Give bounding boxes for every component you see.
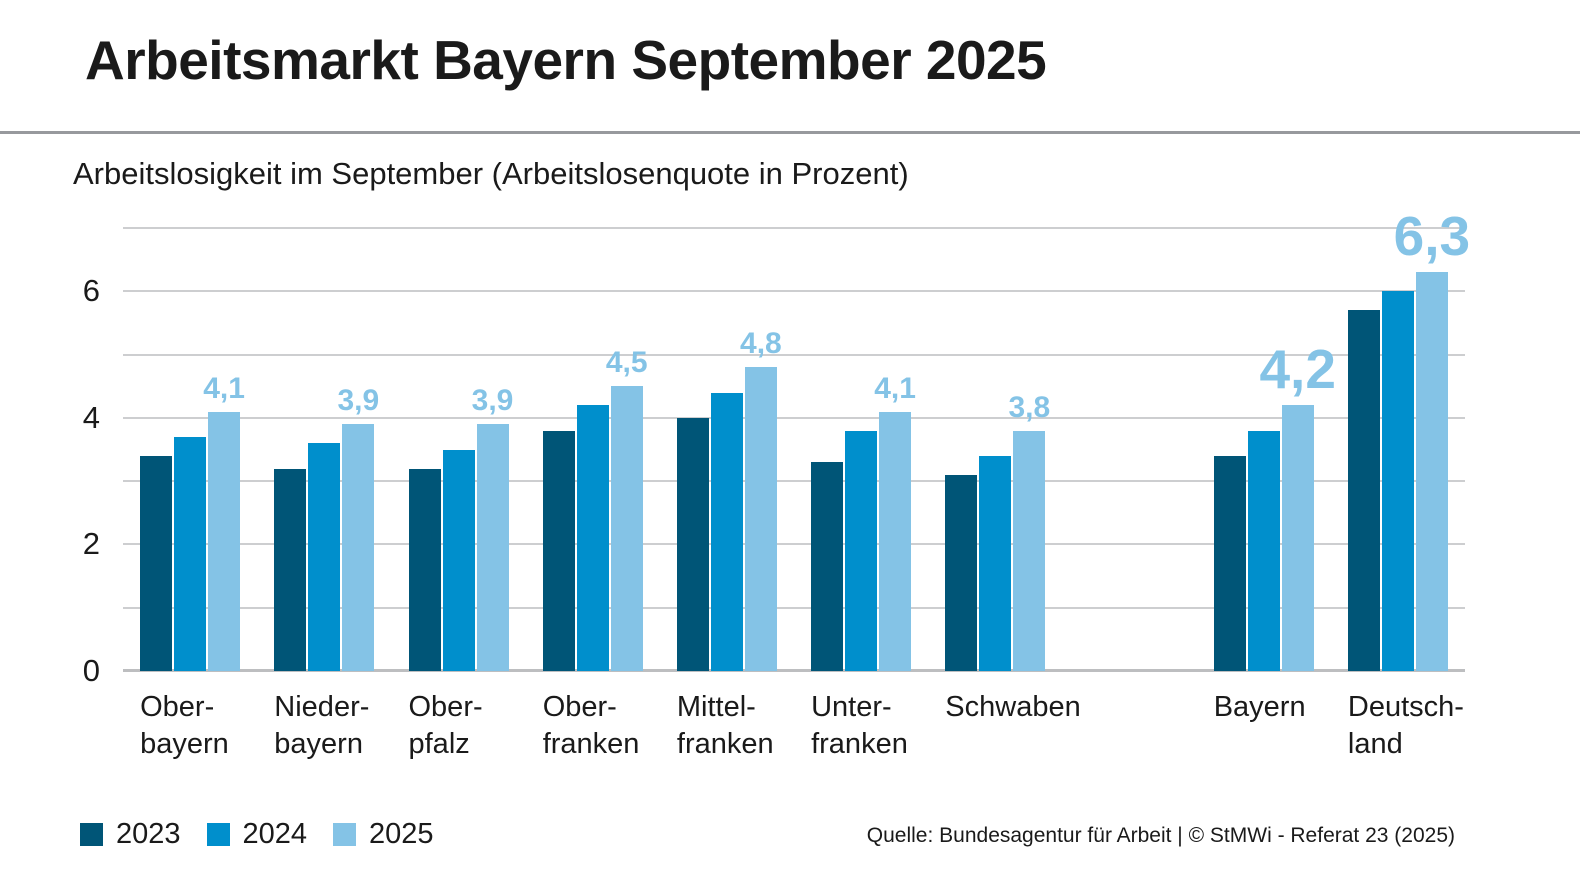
y-tick-label-0: 0 [82,653,100,688]
x-axis-label-unterfranken: Unter-franken [811,691,908,760]
bar-value-label-oberfranken: 4,5 [605,346,648,380]
bar-value-label-bayern: 4,2 [1259,338,1336,401]
x-axis-label-oberfranken: Ober-franken [542,691,640,760]
bar-2024-oberfranken [576,405,609,671]
bar-2023-deutschland [1347,310,1380,671]
bar-value-label-schwaben: 3,8 [1008,390,1051,424]
bar-group-deutschland [1347,272,1448,671]
source-attribution: Quelle: Bundesagentur für Arbeit | © StM… [866,824,1455,847]
gridline-3 [123,480,1465,483]
bar-group-unterfranken [811,411,912,671]
bar-2024-schwaben [979,455,1012,671]
bar-2025-bayern [1281,405,1314,671]
x-axis-label-deutschland: Deutsch-land [1347,691,1464,760]
legend-label-2024: 2024 [242,818,308,850]
bar-group-oberbayern [140,411,241,671]
bar-2025-schwaben [1013,430,1046,671]
x-axis-label-niederbayern: Nieder-bayern [274,691,370,760]
gridline-4 [123,416,1465,419]
bar-2025-niederbayern [342,424,375,671]
bar-value-label-unterfranken: 4,1 [874,371,916,405]
gridline-1 [123,606,1465,609]
x-axis-label-oberbayern: Ober-bayern [140,691,229,760]
y-tick-label-4: 4 [82,399,100,435]
bar-2024-unterfranken [845,430,878,671]
page-title: Arbeitsmarkt Bayern September 2025 [85,29,1047,91]
bar-2025-oberfranken [610,386,643,671]
legend-swatch-2023 [80,823,103,846]
bar-chart-plot-area: 4,1 3,9 3,9 4,5 4,8 4,1 3,8 4,2 6,3 [123,209,1470,672]
legend-label-2025: 2025 [369,818,434,850]
bar-2023-oberfranken [542,430,575,671]
chart-legend: 2023 2024 2025 [80,818,434,851]
bar-2025-mittelfranken [744,367,777,671]
chart-subtitle: Arbeitslosigkeit im September (Arbeitslo… [73,156,909,191]
bar-2025-oberpfalz [476,424,509,671]
y-tick-label-6: 6 [82,273,100,309]
bar-group-mittelfranken [676,367,777,671]
bar-2025-unterfranken [879,411,912,671]
legend-item-2025: 2025 [333,818,434,851]
x-axis-label-schwaben: Schwaben [945,691,1081,723]
gridline-7 [123,227,1465,229]
legend-swatch-2024 [206,823,230,846]
gridline-6 [123,290,1465,293]
bar-2024-oberbayern [174,436,207,671]
bar-2025-oberbayern [208,411,241,671]
legend-item-2024: 2024 [206,818,308,851]
bar-2024-deutschland [1381,291,1414,671]
x-axis-label-mittelfranken: Mittel-franken [676,691,774,760]
bar-group-niederbayern [274,424,375,671]
bar-2023-oberbayern [140,455,173,671]
bar-2024-niederbayern [308,443,341,671]
y-tick-label-2: 2 [82,526,100,562]
bar-2023-bayern [1213,455,1246,671]
legend-swatch-2025 [333,823,357,846]
bar-value-label-oberbayern: 4,1 [203,371,245,405]
bar-2025-deutschland [1415,272,1448,671]
bar-2023-unterfranken [811,462,844,671]
title-separator-line [0,131,1580,134]
bar-2023-oberpfalz [408,468,441,671]
bar-2023-mittelfranken [676,417,709,671]
bar-group-bayern [1213,405,1314,671]
legend-item-2023: 2023 [80,818,181,851]
bar-2023-schwaben [945,474,978,671]
x-axis-label-bayern: Bayern [1213,691,1306,723]
bar-group-schwaben [945,430,1046,671]
bar-2023-niederbayern [274,468,307,671]
bar-2024-oberpfalz [442,449,475,671]
bar-group-oberpfalz [408,424,509,671]
gridline-5 [123,353,1465,356]
bar-value-label-mittelfranken: 4,8 [740,327,782,361]
bar-2024-bayern [1247,430,1280,671]
x-axis-label-oberpfalz: Ober-pfalz [408,691,483,760]
gridline-2 [123,543,1465,546]
bar-value-label-oberpfalz: 3,9 [471,384,514,418]
bar-2024-mittelfranken [710,392,743,671]
legend-label-2023: 2023 [116,818,181,850]
x-axis-line [123,669,1465,672]
bar-value-label-deutschland: 6,3 [1393,205,1471,268]
bar-group-oberfranken [542,386,643,671]
bar-value-label-niederbayern: 3,9 [337,384,380,418]
